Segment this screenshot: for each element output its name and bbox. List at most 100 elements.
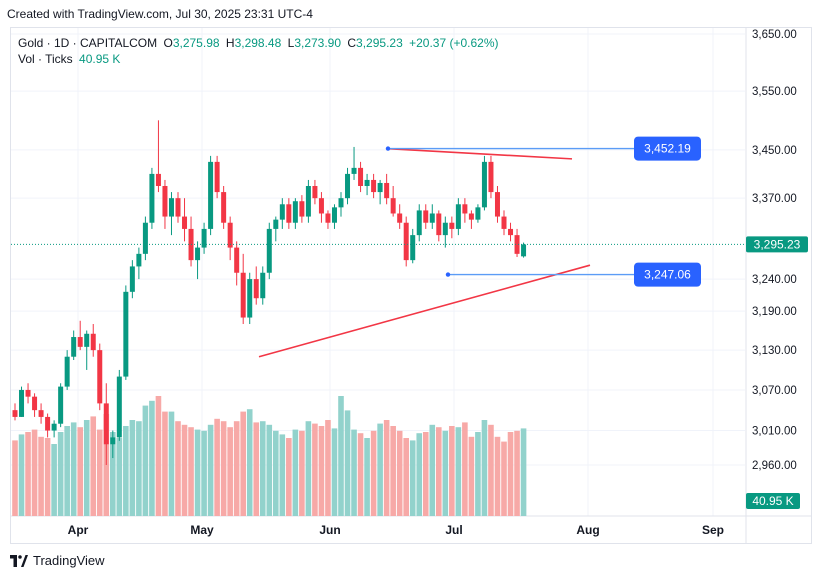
- candle-body: [449, 222, 455, 229]
- high-label: H: [225, 36, 235, 50]
- volume-bar: [403, 438, 409, 516]
- volume-bar: [233, 421, 240, 516]
- ray-anchor-point: [445, 272, 451, 277]
- candle-body: [305, 185, 311, 217]
- price-tick-label: 3,070.00: [752, 385, 797, 397]
- symbol-label[interactable]: Gold · 1D · CAPITALCOM: [18, 36, 158, 50]
- volume-bar: [253, 422, 260, 516]
- candle-body: [71, 337, 77, 357]
- candle-body: [260, 272, 266, 299]
- candle-body: [410, 235, 416, 261]
- candle-body: [429, 213, 435, 223]
- candle-body: [312, 185, 318, 199]
- volume-bar: [168, 411, 175, 516]
- volume-bar: [51, 444, 57, 516]
- volume-bar: [246, 409, 253, 516]
- candle-body: [390, 198, 396, 214]
- candle-body: [475, 207, 481, 220]
- open-value: 3,275.98: [172, 36, 220, 50]
- candle-body: [51, 423, 57, 431]
- candle-body: [331, 207, 337, 223]
- volume-bar: [449, 426, 455, 516]
- price-tag-badge: [634, 262, 701, 287]
- candle-body: [442, 222, 448, 236]
- volume-bar: [409, 440, 416, 516]
- candle-body: [129, 266, 135, 292]
- volume-bar: [299, 430, 305, 516]
- volume-label[interactable]: Vol · Ticks: [18, 52, 73, 66]
- volume-bar: [70, 422, 77, 516]
- volume-bar: [507, 432, 514, 516]
- volume-bar: [90, 416, 97, 516]
- volume-bar: [442, 430, 449, 516]
- volume-bar: [77, 427, 83, 516]
- candle-body: [182, 216, 188, 229]
- open-label: O: [163, 36, 173, 50]
- candle-body: [481, 161, 487, 208]
- volume-bar: [338, 396, 344, 516]
- volume-bar: [357, 433, 364, 516]
- candle-body: [253, 279, 259, 299]
- candle-body: [201, 228, 207, 248]
- volume-bar: [462, 422, 468, 516]
- volume-bar: [514, 430, 520, 516]
- candle-body: [286, 204, 292, 223]
- candle-body: [455, 204, 461, 229]
- candle-body: [423, 210, 429, 223]
- candle-body: [508, 228, 514, 236]
- volume-bar: [207, 424, 214, 516]
- candle-body: [221, 192, 227, 223]
- candle-body: [38, 410, 44, 417]
- candle-body: [358, 167, 364, 186]
- volume-bar: [494, 436, 501, 516]
- volume-bar: [240, 411, 246, 516]
- candle-body: [488, 161, 494, 193]
- last-volume-label: 40.95 K: [752, 494, 793, 508]
- volume-bar: [129, 420, 136, 516]
- candle-body: [208, 161, 214, 229]
- month-tick-label: Apr: [68, 523, 89, 537]
- price-tick-label: 3,370.00: [752, 193, 797, 205]
- volume-bar: [12, 440, 18, 516]
- volume-bar: [136, 421, 142, 516]
- volume-bar: [429, 424, 436, 516]
- close-label: C: [347, 36, 357, 50]
- volume-bar: [220, 421, 227, 516]
- candle-body: [110, 437, 116, 445]
- volume-bar: [286, 438, 292, 516]
- volume-bar: [344, 410, 351, 516]
- volume-bar: [227, 427, 233, 516]
- volume-bar: [377, 423, 383, 516]
- price-tag-label: 3,452.19: [644, 142, 691, 156]
- candle-body: [351, 167, 357, 174]
- footer: TradingView: [10, 553, 105, 568]
- volume-value: 40.95 K: [79, 52, 121, 66]
- volume-bar: [520, 428, 527, 516]
- candle-body: [162, 185, 168, 217]
- candle-body: [292, 201, 298, 223]
- volume-bar: [57, 432, 64, 516]
- volume-bar: [331, 428, 338, 516]
- volume-bar: [370, 430, 377, 516]
- volume-bar: [31, 429, 38, 516]
- month-tick-label: Jul: [445, 523, 462, 537]
- price-tick-label: 3,190.00: [752, 306, 797, 318]
- candle-body: [416, 210, 422, 236]
- volume-bar: [481, 420, 488, 516]
- chart-frame[interactable]: [10, 27, 812, 544]
- candle-body: [136, 253, 142, 267]
- candle-body: [45, 416, 51, 431]
- volume-bar: [279, 434, 286, 516]
- candle-body: [364, 179, 370, 186]
- volume-bar: [44, 438, 51, 516]
- candle-body: [521, 244, 527, 257]
- volume-bar: [422, 432, 429, 516]
- price-tag-badge: [634, 136, 701, 161]
- candle-body: [84, 333, 90, 347]
- candle-body: [384, 182, 390, 199]
- created-with-caption: Created with TradingView.com, Jul 30, 20…: [7, 7, 313, 21]
- volume-bar: [259, 421, 266, 516]
- volume-bar: [312, 423, 318, 516]
- volume-bar: [181, 424, 188, 516]
